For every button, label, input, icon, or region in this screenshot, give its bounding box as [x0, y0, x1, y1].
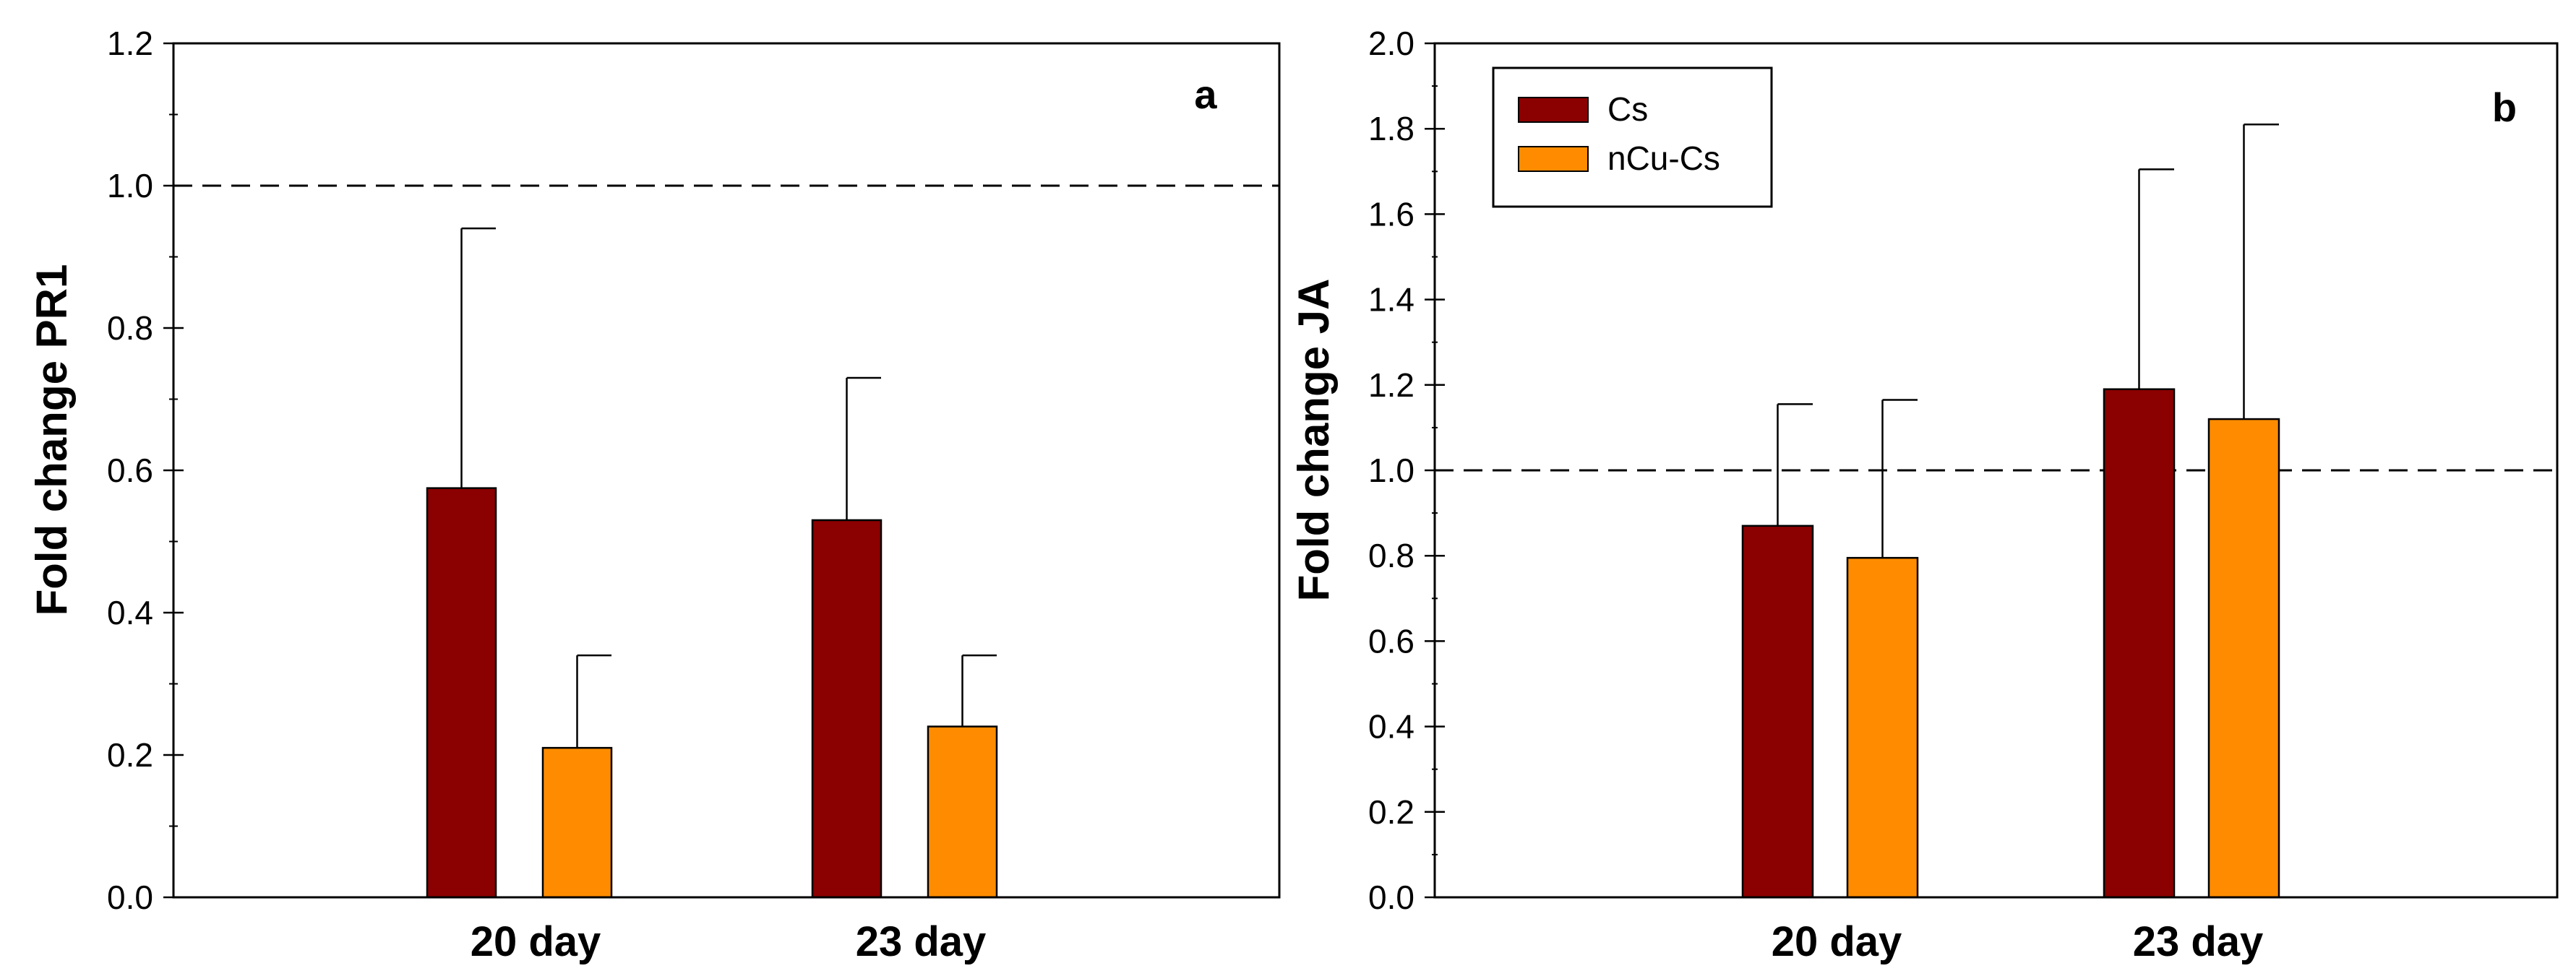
panel-b-y-axis-title: Fold change JA: [1289, 279, 1338, 602]
panel-b-bar-cs: [1741, 525, 1814, 899]
panel-a-letter: a: [1194, 72, 1217, 117]
panel-b-y-tick-label: 1.6: [1368, 195, 1414, 233]
panel-a-y-tick-label: 0.6: [107, 452, 153, 489]
panel-a-bar-ncu-cs: [927, 725, 998, 899]
panel-a-x-category-label: 23 day: [856, 918, 987, 965]
legend-swatch-ncu-cs: [1518, 146, 1589, 172]
panel-a-chart: a Fold change PR1 0.0 0.2 0.4 0.6 0.8 1.0 1.2 2…: [27, 25, 1281, 965]
panel-a-x-category-label: 20 day: [471, 918, 601, 965]
panel-b-y-tick-label: 1.2: [1368, 366, 1414, 404]
panel-a-y-tick-label: 1.2: [107, 25, 153, 62]
panel-b-y-tick-label: 0.4: [1368, 708, 1414, 746]
panel-a-y-tick-label: 0.8: [107, 309, 153, 347]
panel-b-bar-ncu-cs: [1846, 556, 1919, 899]
legend-label-cs: Cs: [1607, 90, 1648, 128]
panel-a-y-tick-label: 0.2: [107, 736, 153, 774]
panel-a-y-tick-label: 0.0: [107, 879, 153, 916]
panel-b-x-category-label: 23 day: [2133, 918, 2264, 965]
panel-a-bar-ncu-cs: [541, 746, 613, 899]
panel-b-y-tick-label: 2.0: [1368, 25, 1414, 62]
panel-b-y-tick-label: 0.6: [1368, 622, 1414, 660]
panel-b-x-category-label: 20 day: [1772, 918, 1902, 965]
panel-b-plot-frame: [1433, 42, 2559, 899]
panel-b-y-tick-label: 0.0: [1368, 879, 1414, 916]
panel-b-y-tick-label: 1.4: [1368, 281, 1414, 319]
panel-a-y-tick-label: 1.0: [107, 167, 153, 204]
panel-a-plot-frame: [172, 42, 1281, 899]
legend-label-ncu-cs: nCu-Cs: [1607, 139, 1720, 177]
panel-b-bar-ncu-cs: [2207, 418, 2280, 899]
panel-b-y-tick-label: 1.0: [1368, 452, 1414, 489]
panel-b-letter: b: [2492, 85, 2517, 130]
panel-b-y-tick-label: 1.8: [1368, 110, 1414, 147]
panel-a-y-axis-title: Fold change PR1: [27, 264, 76, 616]
panel-a-bar-cs: [426, 487, 497, 899]
panel-b-y-tick-label: 0.8: [1368, 537, 1414, 574]
panel-a-y-tick-label: 0.4: [107, 594, 153, 631]
panel-b-bar-cs: [2103, 388, 2176, 899]
legend-box: [1492, 66, 1773, 208]
legend-swatch-cs: [1518, 97, 1589, 123]
panel-a-bar-cs: [811, 519, 883, 899]
panel-b-y-tick-label: 0.2: [1368, 793, 1414, 831]
legend: Cs nCu-Cs: [1492, 66, 1773, 208]
panel-b-chart: b Fold change JA Cs nCu-Cs 0.0 0.2 0.4 0.6 0…: [1289, 25, 2559, 965]
